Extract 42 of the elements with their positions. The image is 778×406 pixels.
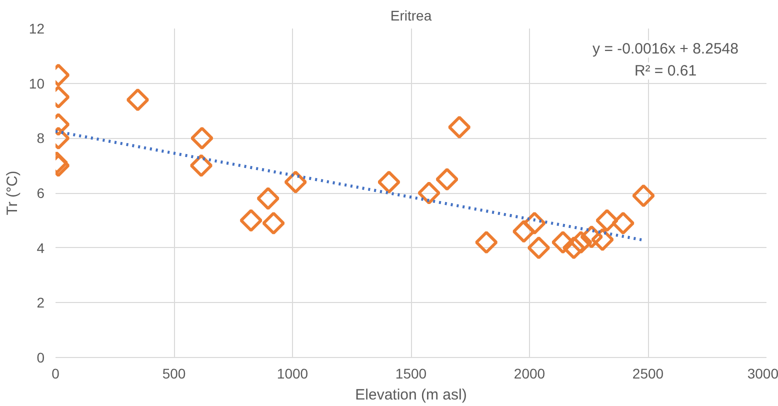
y-tick-label: 6 xyxy=(36,185,45,201)
x-tick-label: 1500 xyxy=(395,366,427,382)
y-tick-label: 0 xyxy=(36,350,45,366)
point xyxy=(240,209,262,232)
point xyxy=(418,182,440,204)
point xyxy=(612,212,635,235)
y-tick-label: 10 xyxy=(28,75,45,92)
point xyxy=(256,187,280,210)
annotation: R² = 0.61 xyxy=(634,62,697,80)
point xyxy=(523,212,546,235)
x-tick-label: 500 xyxy=(162,366,186,382)
point xyxy=(190,126,214,150)
x-tick-label: 3000 xyxy=(747,366,778,382)
x-tick-label: 2000 xyxy=(514,366,546,382)
point xyxy=(570,230,592,254)
point xyxy=(448,116,471,139)
x-tick-label: 2500 xyxy=(632,366,664,382)
chart-title: Eritrea xyxy=(390,8,432,24)
point xyxy=(474,230,498,254)
y-tick-label: 8 xyxy=(36,130,45,146)
point xyxy=(512,220,536,243)
point xyxy=(262,212,285,235)
point xyxy=(580,225,603,248)
point xyxy=(591,228,614,252)
point xyxy=(527,236,550,260)
point xyxy=(436,168,458,191)
point xyxy=(562,236,586,260)
point xyxy=(284,170,307,194)
x-tick-label: 1000 xyxy=(276,366,308,382)
point xyxy=(552,230,574,254)
y-tick-label: 2 xyxy=(36,294,45,311)
point xyxy=(596,209,618,232)
annotation: y = -0.0016x + 8.2548 xyxy=(592,40,738,58)
point xyxy=(126,88,150,112)
y-tick-label: 4 xyxy=(36,240,45,256)
x-axis-title: Elevation (m asl) xyxy=(355,386,467,404)
y-axis-title: Tr (°C) xyxy=(4,170,21,216)
point xyxy=(190,154,213,177)
y-tick-label: 12 xyxy=(28,20,45,36)
x-tick-label: 0 xyxy=(52,366,60,382)
point xyxy=(632,184,655,208)
point xyxy=(378,170,400,194)
